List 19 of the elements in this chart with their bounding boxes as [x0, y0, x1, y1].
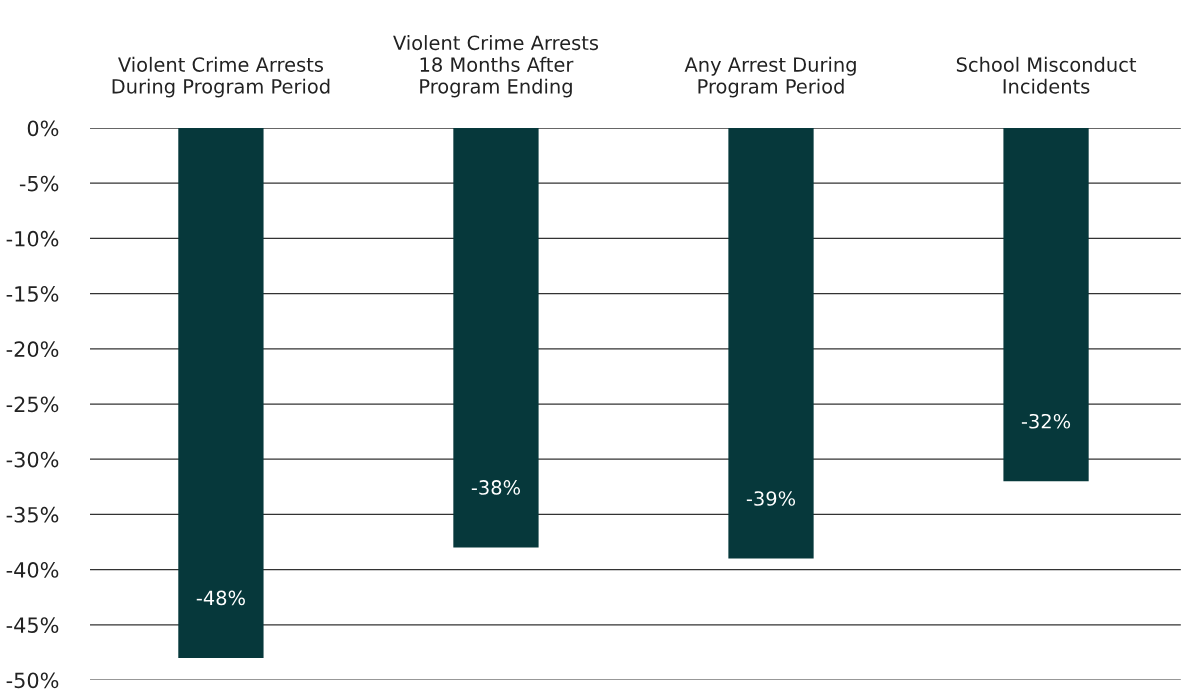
y-tick-label: 0% [27, 120, 59, 137]
y-tick-label: -30% [6, 451, 59, 468]
y-tick-label: -25% [6, 396, 59, 413]
y-tick-label: -20% [6, 341, 59, 358]
data-label: -32% [1021, 413, 1071, 429]
y-tick-label: -10% [6, 230, 59, 247]
y-tick-label: -15% [6, 286, 59, 302]
data-label: -38% [471, 480, 521, 495]
x-tick-label: Any Arrest During Program Period [684, 56, 856, 98]
y-tick-label: -5% [19, 175, 59, 192]
data-label: -48% [196, 590, 245, 606]
data-label: -39% [746, 491, 796, 506]
y-tick-label: -50% [6, 672, 59, 689]
y-tick-label: -45% [6, 617, 59, 634]
y-tick-label: -35% [6, 506, 59, 523]
y-tick-label: -40% [6, 562, 59, 578]
x-tick-label: Violent Crime Arrests During Program Period [112, 56, 330, 98]
x-tick-label: Violent Crime Arrests 18 Months After Program Ending [393, 35, 599, 98]
x-tick-label: School Misconduct Incidents [956, 56, 1137, 94]
